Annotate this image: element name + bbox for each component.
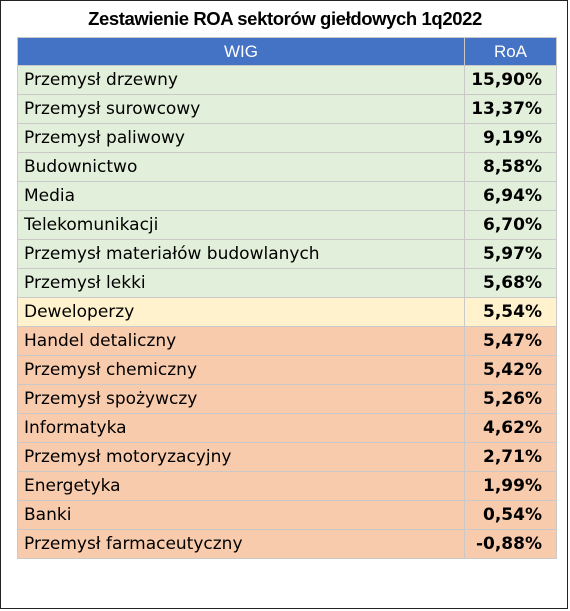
roa-value-cell: 6,70%	[464, 210, 557, 240]
roa-table: WIG RoA Przemysł drzewny 15,90% Przemysł s…	[17, 37, 557, 559]
sector-name-cell: Energetyka	[17, 471, 465, 501]
roa-value-cell: 5,42%	[464, 355, 557, 385]
table-row: Przemysł motoryzacyjny 2,71%	[17, 442, 557, 472]
roa-value-cell: 5,26%	[464, 384, 557, 414]
roa-value-cell: 4,62%	[464, 413, 557, 443]
table-row: Informatyka 4,62%	[17, 413, 557, 443]
sector-name-cell: Handel detaliczny	[17, 326, 465, 356]
chart-title: Zestawienie ROA sektorów giełdowych 1q20…	[88, 8, 482, 29]
table-row: Przemysł paliwowy 9,19%	[17, 123, 557, 153]
sector-name-cell: Przemysł spożywczy	[17, 384, 465, 414]
sector-name-cell: Przemysł motoryzacyjny	[17, 442, 465, 472]
table-row: Budownictwo 8,58%	[17, 152, 557, 182]
table-row: Przemysł spożywczy 5,26%	[17, 384, 557, 414]
table-body: Przemysł drzewny 15,90% Przemysł surowcowy…	[17, 65, 557, 559]
column-header-roa: RoA	[464, 37, 557, 66]
roa-value-cell: 13,37%	[464, 94, 557, 124]
column-header-sector: WIG	[17, 37, 465, 66]
roa-value-cell: 1,99%	[464, 471, 557, 501]
sector-name-cell: Przemysł farmaceutyczny	[17, 529, 465, 559]
table-row: Przemysł lekki 5,68%	[17, 268, 557, 298]
roa-value-cell: 2,71%	[464, 442, 557, 472]
table-row: Telekomunikacji 6,70%	[17, 210, 557, 240]
table-row: Przemysł farmaceutyczny -0,88%	[17, 529, 557, 559]
roa-value-cell: 6,94%	[464, 181, 557, 211]
table-row: Handel detaliczny 5,47%	[17, 326, 557, 356]
roa-value-cell: -0,88%	[464, 529, 557, 559]
table-row: Przemysł chemiczny 5,42%	[17, 355, 557, 385]
table-row: Przemysł materiałów budowlanych 5,97%	[17, 239, 557, 269]
roa-value-cell: 5,47%	[464, 326, 557, 356]
roa-value-cell: 5,97%	[464, 239, 557, 269]
sector-name-cell: Deweloperzy	[17, 297, 465, 327]
sector-name-cell: Przemysł surowcowy	[17, 94, 465, 124]
table-row: Energetyka 1,99%	[17, 471, 557, 501]
table-header-row: WIG RoA	[17, 37, 557, 66]
table-row: Banki 0,54%	[17, 500, 557, 530]
table-row: Przemysł surowcowy 13,37%	[17, 94, 557, 124]
sector-name-cell: Przemysł materiałów budowlanych	[17, 239, 465, 269]
sector-name-cell: Przemysł lekki	[17, 268, 465, 298]
roa-value-cell: 15,90%	[464, 65, 557, 95]
sector-name-cell: Informatyka	[17, 413, 465, 443]
table-row: Deweloperzy 5,54%	[17, 297, 557, 327]
sector-name-cell: Przemysł paliwowy	[17, 123, 465, 153]
roa-value-cell: 8,58%	[464, 152, 557, 182]
sector-name-cell: Telekomunikacji	[17, 210, 465, 240]
roa-value-cell: 0,54%	[464, 500, 557, 530]
roa-value-cell: 5,68%	[464, 268, 557, 298]
sector-name-cell: Media	[17, 181, 465, 211]
roa-value-cell: 5,54%	[464, 297, 557, 327]
table-row: Przemysł drzewny 15,90%	[17, 65, 557, 95]
sector-name-cell: Przemysł chemiczny	[17, 355, 465, 385]
sector-name-cell: Budownictwo	[17, 152, 465, 182]
roa-value-cell: 9,19%	[464, 123, 557, 153]
table-row: Media 6,94%	[17, 181, 557, 211]
sector-name-cell: Przemysł drzewny	[17, 65, 465, 95]
sector-name-cell: Banki	[17, 500, 465, 530]
